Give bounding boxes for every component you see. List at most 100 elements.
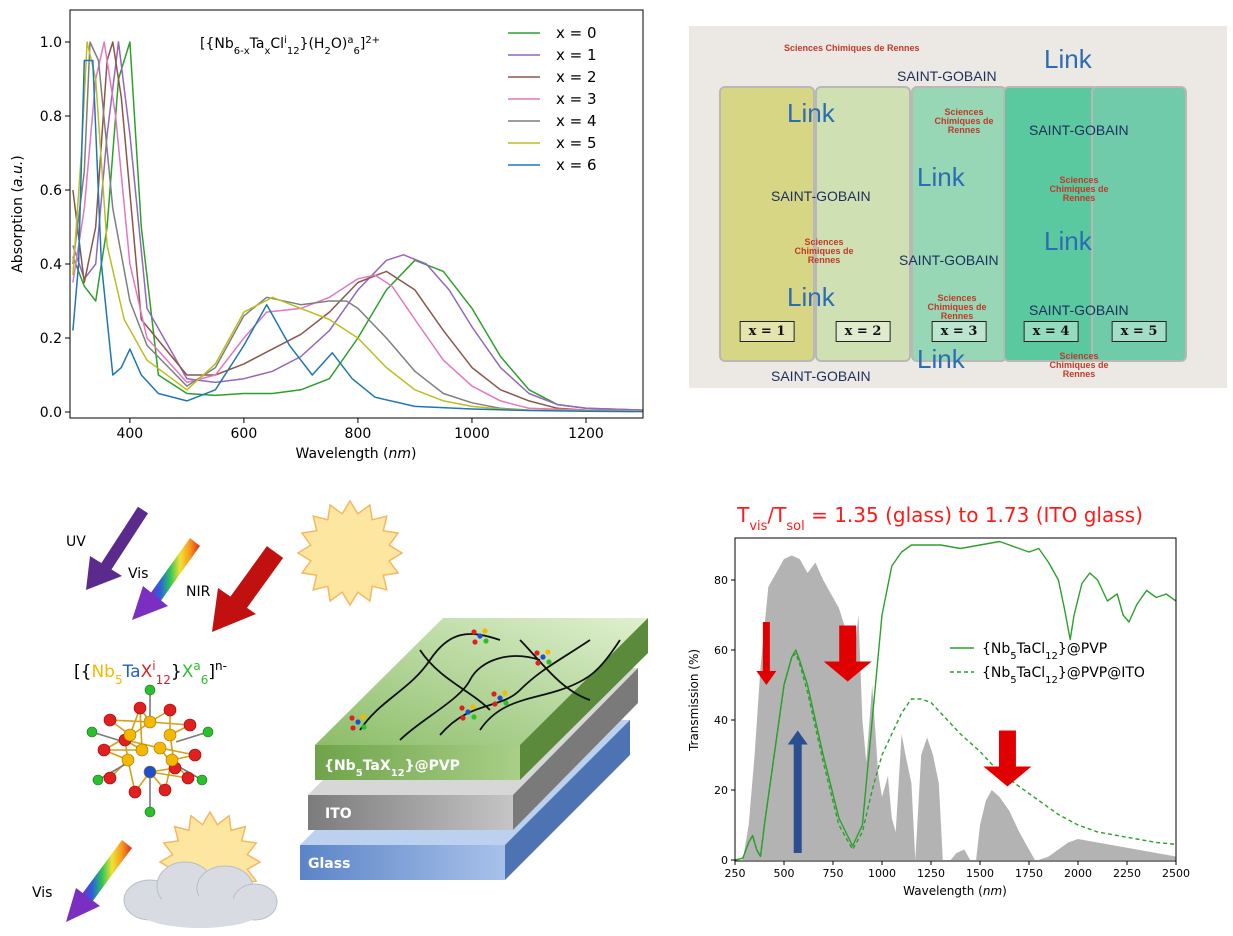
absorption-chart-title: [{Nb6-xTaxCli12}(H2O)a6]2+ <box>200 35 380 57</box>
logo-link-1: Link <box>1044 44 1092 74</box>
absorption-xtick-label: 400 <box>116 426 143 442</box>
logo-scr-2: Sciences Chimiques de Rennes <box>934 107 994 135</box>
absorption-legend-label: x = 0 <box>556 24 597 42</box>
transmission-xtick-label: 1250 <box>917 867 945 880</box>
cluster-molecule-icon <box>86 684 214 818</box>
layer-glass-label: Glass <box>308 856 350 872</box>
transmission-xtick-label: 500 <box>774 867 795 880</box>
mini-cluster-icon <box>534 649 552 666</box>
absorption-ylabel: Absorption (a.u.) <box>10 155 26 273</box>
absorption-legend: x = 0 x = 1 x = 2 x = 3 x = 4 x = 5 x = 6 <box>508 24 597 174</box>
logo-saint-gobain-1: SAINT-GOBAIN <box>897 68 997 84</box>
logo-link-2: Link <box>787 98 835 128</box>
mini-cluster-icon <box>349 714 367 731</box>
transmission-ytick-label: 20 <box>714 784 728 797</box>
transmission-arrow-0 <box>756 622 777 685</box>
legend-label-pvp-ito: {Nb5TaCl12}@PVP@ITO <box>982 665 1145 686</box>
absorption-ytick-label: 1.0 <box>40 35 62 51</box>
logo-saint-gobain-6: SAINT-GOBAIN <box>771 368 871 384</box>
nir-arrow <box>212 546 284 632</box>
vis-bottom-label: Vis <box>32 885 52 901</box>
mini-cluster-icon <box>459 704 477 721</box>
absorption-series-line-6 <box>72 59 643 413</box>
logo-scr-3: Sciences Chimiques de Rennes <box>1049 175 1109 203</box>
slide-3: x = 3 <box>911 86 1007 362</box>
transmission-chart: Tvis/Tsol = 1.35 (glass) to 1.73 (ITO gl… <box>687 503 1190 898</box>
transmission-arrow-1 <box>823 625 872 682</box>
absorption-xlabel: Wavelength (nm) <box>296 446 417 462</box>
logo-link-3: Link <box>917 162 965 192</box>
transmission-ticks: 250 500 750 1000 1250 1500 1750 2000 2250 2500 0 20… <box>714 574 1190 880</box>
transmission-xtick-label: 250 <box>725 867 746 880</box>
absorption-ytick-label: 0.6 <box>40 183 62 199</box>
sun-icon <box>296 499 404 607</box>
absorption-legend-label: x = 5 <box>556 134 597 152</box>
absorption-legend-label: x = 2 <box>556 68 597 86</box>
transmission-xlabel: Wavelength (nm) <box>903 884 1007 898</box>
layer-pvp <box>315 618 648 780</box>
transmission-xtick-label: 2000 <box>1064 867 1092 880</box>
logo-saint-gobain-3: SAINT-GOBAIN <box>771 188 871 204</box>
absorption-ticks: 400 600 800 1000 1200 0.0 0.2 0.4 0.6 0.8 1.0 <box>40 35 604 442</box>
mini-cluster-icon <box>491 690 509 707</box>
logo-saint-gobain-2: SAINT-GOBAIN <box>1029 122 1129 138</box>
absorption-series-line-5 <box>72 41 643 413</box>
slide-label-5: x = 5 <box>1111 321 1167 342</box>
transmission-ytick-label: 40 <box>714 714 728 727</box>
logo-link-5: Link <box>787 282 835 312</box>
transmission-arrow-3 <box>787 730 808 853</box>
vis-arrow <box>132 538 200 620</box>
slide-5: x = 5 <box>1091 86 1187 362</box>
sample-photo: x = 1 x = 2 x = 3 x = 4 x = 5 Sciences C… <box>689 26 1227 388</box>
solar-spectrum-area <box>742 555 1176 860</box>
absorption-series <box>72 41 643 413</box>
absorption-xtick-label: 600 <box>231 426 258 442</box>
transmission-series <box>735 540 1176 861</box>
polymer-strand <box>519 639 591 701</box>
schematic-illustration: UV Vis NIR [{Nb5TaXi12}Xa6]n- <box>32 499 648 928</box>
absorption-ytick-label: 0.0 <box>40 405 62 421</box>
uv-label: UV <box>66 534 86 550</box>
absorption-series-line-0 <box>72 41 643 411</box>
absorption-series-line-2 <box>72 41 643 412</box>
logo-saint-gobain-4: SAINT-GOBAIN <box>899 252 999 268</box>
polymer-strand <box>419 649 491 711</box>
logo-link-4: Link <box>1044 226 1092 256</box>
slide-1: x = 1 <box>719 86 815 362</box>
layer-ito-label: ITO <box>325 806 352 822</box>
transmission-chart-title: Tvis/Tsol = 1.35 (glass) to 1.73 (ITO gl… <box>736 503 1143 534</box>
transmission-xtick-label: 1000 <box>868 867 896 880</box>
transmission-plot-frame <box>734 537 1177 862</box>
polymer-strand <box>479 639 621 731</box>
absorption-series-line-1 <box>72 41 643 411</box>
mini-cluster-icon <box>471 628 489 645</box>
legend-label-pvp: {Nb5TaCl12}@PVP <box>982 641 1107 662</box>
solar-spectrum-fill <box>742 555 1176 860</box>
cloud-icon <box>123 861 278 928</box>
transmission-series-line-1 <box>735 652 1176 861</box>
transmission-xtick-label: 1500 <box>966 867 994 880</box>
cluster-formula: [{Nb5TaXi12}Xa6]n- <box>74 659 227 687</box>
uv-arrow <box>86 506 149 590</box>
absorption-ytick-label: 0.4 <box>40 257 62 273</box>
transmission-ylabel: Transmission (%) <box>687 649 701 752</box>
slide-label-2: x = 2 <box>835 321 891 342</box>
slide-label-3: x = 3 <box>931 321 987 342</box>
logo-scr-5: Sciences Chimiques de Rennes <box>927 293 987 321</box>
transmission-arrows <box>756 622 1032 853</box>
transmission-xtick-label: 750 <box>823 867 844 880</box>
logo-scr-1: Sciences Chimiques de Rennes <box>784 43 920 53</box>
logo-saint-gobain-5: SAINT-GOBAIN <box>1029 302 1129 318</box>
nir-label: NIR <box>186 584 211 600</box>
absorption-xtick-label: 800 <box>345 426 372 442</box>
polymer-strands-icon <box>349 628 621 741</box>
polymer-strand <box>399 655 541 741</box>
absorption-legend-label: x = 4 <box>556 112 597 130</box>
transmission-ytick-label: 0 <box>721 854 728 867</box>
absorption-xtick-label: 1000 <box>454 426 490 442</box>
slide-label-4: x = 4 <box>1023 321 1079 342</box>
logo-link-6: Link <box>917 344 965 374</box>
absorption-legend-label: x = 1 <box>556 46 597 64</box>
absorption-series-line-4 <box>72 41 643 413</box>
